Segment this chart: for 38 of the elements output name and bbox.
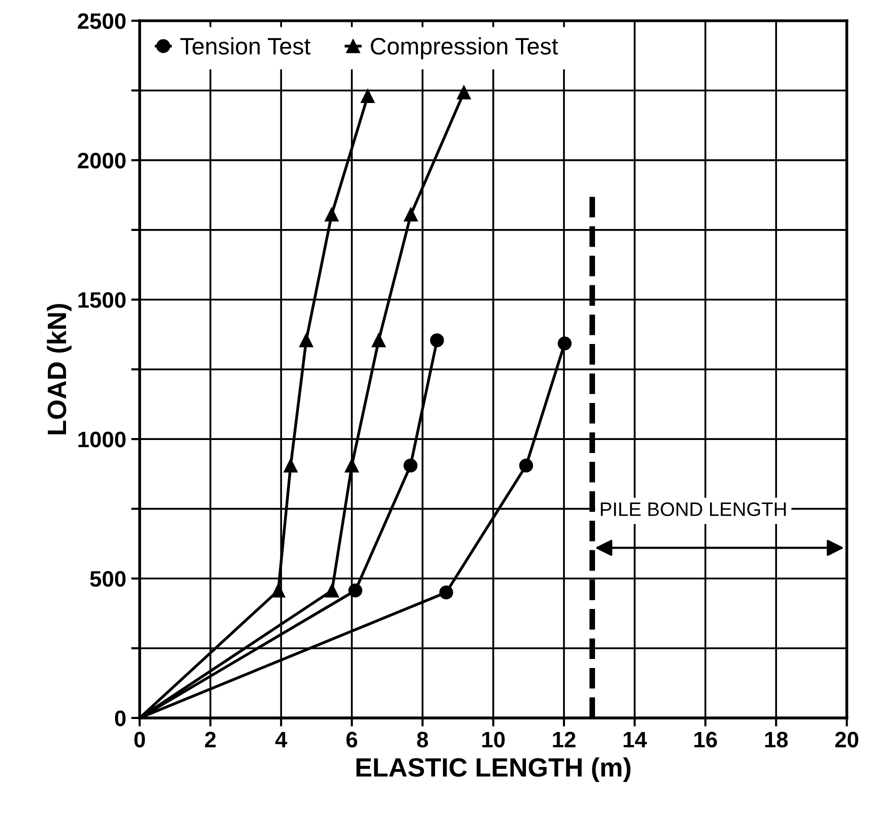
point (519, 458, 534, 473)
point (558, 336, 572, 350)
y-tick-label: 0 (115, 710, 126, 726)
point (284, 458, 298, 473)
point (360, 89, 375, 103)
point (325, 584, 339, 598)
x-tick-label: 8 (417, 732, 428, 748)
point (348, 584, 362, 598)
y-tick-label: 500 (90, 571, 126, 587)
point (404, 208, 418, 222)
x-tick-label: 14 (624, 732, 647, 748)
y-axis-title: LOAD (kN) (46, 304, 72, 434)
x-tick-label: 12 (553, 732, 576, 748)
point (299, 333, 314, 348)
point (324, 208, 339, 222)
point (439, 586, 454, 600)
y-tick-label: 2000 (78, 152, 126, 168)
x-tick-label: 18 (765, 732, 788, 748)
x-tick-label: 0 (134, 732, 145, 748)
x-axis-title: ELASTIC LENGTH (m) (356, 757, 630, 782)
x-tick-label: 2 (204, 732, 216, 748)
y-tick-label: 1500 (78, 292, 126, 308)
x-tick-label: 20 (835, 732, 858, 748)
legend-label: Tension Test (180, 37, 310, 55)
point (456, 85, 471, 100)
x-tick-label: 6 (346, 732, 358, 748)
y-tick-label: 2500 (78, 13, 126, 30)
point (372, 333, 386, 348)
x-tick-label: 16 (694, 732, 717, 748)
annotation: PILE BOND LENGTH (600, 502, 786, 516)
point (430, 333, 444, 348)
y-tick-label: 1000 (78, 432, 126, 448)
x-tick-label: 4 (275, 732, 288, 748)
point (271, 584, 286, 598)
x-tick-label: 10 (482, 732, 505, 748)
point (344, 458, 359, 473)
point (404, 458, 418, 473)
legend-label: Compression Test (370, 37, 558, 60)
